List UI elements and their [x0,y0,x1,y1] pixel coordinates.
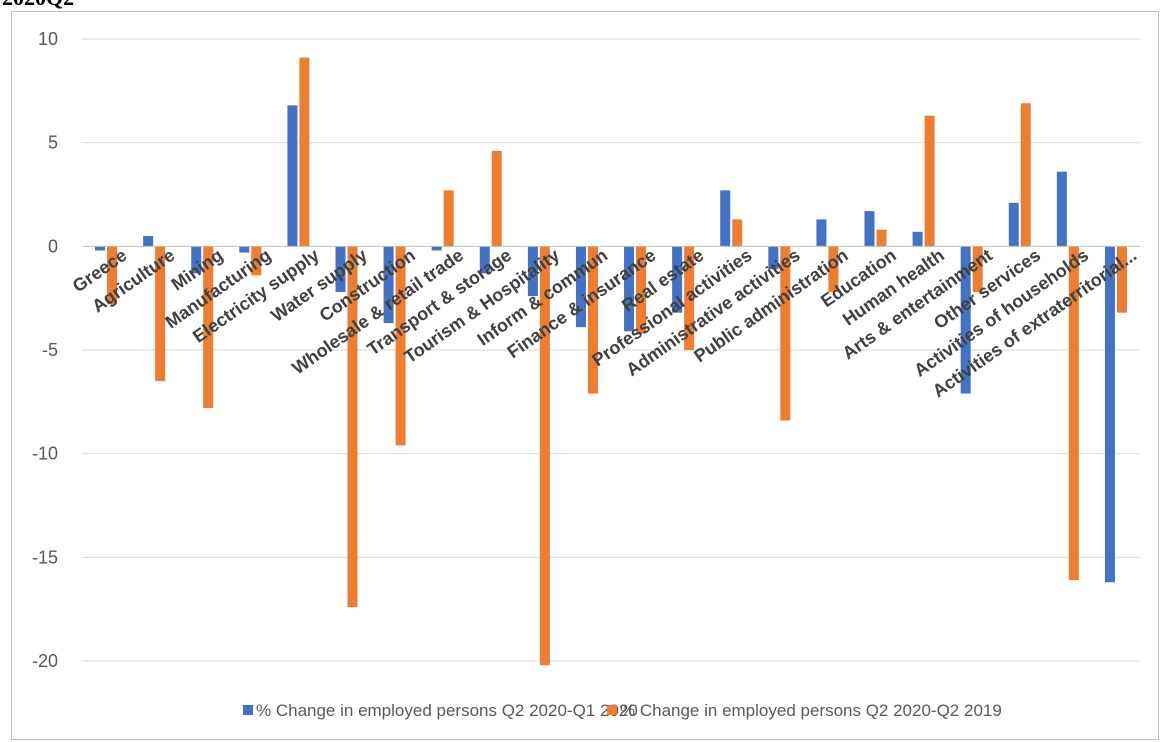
bar-series-1 [191,246,202,274]
bar-series-1 [95,246,106,251]
bar-series-2 [780,246,791,421]
y-tick-label: -15 [32,547,58,567]
bar-series-1 [672,246,683,313]
bar-series-2 [203,246,214,409]
category-labels: GreeceAgricultureMiningManufacturingElec… [69,245,1140,401]
bar-series-1 [239,246,250,253]
bar-series-2 [924,115,935,247]
y-axis-ticks: 10 5 0 -5 -10 -15 -20 [32,29,58,671]
y-tick-label: -20 [32,651,58,671]
bar-series-2 [491,150,502,247]
bar-series-1 [768,246,779,270]
bar-series-2 [684,246,695,350]
bar-series-2 [876,229,887,247]
y-tick-label: 10 [38,29,58,49]
bar-series-1 [1104,246,1115,583]
page-title: 2020Q2 [2,0,74,11]
bar-series-1 [720,190,731,247]
bar-series-2 [443,190,454,247]
legend-swatch-series-1 [243,705,253,715]
bar-series-2 [732,219,743,247]
y-tick-label: -5 [42,340,58,360]
bar-series-1 [143,235,154,247]
bar-series-1 [1056,171,1067,247]
gridlines [82,38,1140,662]
bars [95,57,1127,666]
bar-series-1 [527,246,538,297]
bar-series-2 [107,246,118,305]
bar-series-2 [636,246,647,334]
bar-series-2 [587,246,598,394]
bar-series-1 [816,219,827,247]
bar-series-1 [624,246,635,332]
bar-series-1 [383,246,394,324]
legend-label-series-2: % Change in employed persons Q2 2020-Q2 … [620,701,1002,720]
bar-series-1 [431,246,442,251]
bar-series-2 [1068,246,1079,581]
bar-series-1 [912,231,923,247]
bar-series-2 [828,246,839,292]
legend: % Change in employed persons Q2 2020-Q1 … [243,701,1002,720]
y-tick-label: 0 [48,236,58,256]
bar-series-1 [287,105,298,247]
legend-label-series-1: % Change in employed persons Q2 2020-Q1 … [256,701,638,720]
legend-entry: % Change in employed persons Q2 2020-Q2 … [607,701,1002,720]
bar-series-2 [395,246,406,446]
bar-series-2 [299,57,310,247]
y-tick-label: 5 [48,133,58,153]
legend-swatch-series-2 [607,705,617,715]
bar-series-2 [347,246,358,608]
bar-series-1 [479,246,490,274]
bar-series-2 [539,246,550,666]
bar-series-2 [155,246,166,382]
bar-series-1 [960,246,971,394]
legend-entry: % Change in employed persons Q2 2020-Q1 … [243,701,638,720]
bar-series-1 [575,246,586,328]
bar-series-1 [1008,202,1019,247]
bar-series-1 [864,211,875,247]
bar-series-2 [972,246,983,292]
y-tick-label: -10 [32,444,58,464]
bar-series-1 [335,246,346,292]
bar-series-2 [1116,246,1127,313]
bar-series-2 [251,246,262,276]
bar-series-2 [1020,103,1031,247]
